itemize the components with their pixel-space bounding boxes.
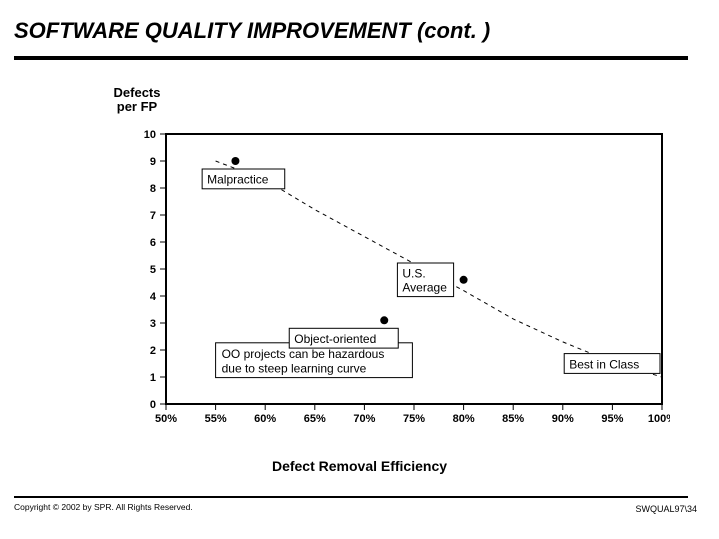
x-tick-label: 90% (552, 413, 574, 425)
x-tick-label: 75% (403, 413, 425, 425)
y-tick-label: 7 (150, 210, 156, 222)
y-tick-label: 3 (150, 318, 156, 330)
data-point (380, 316, 388, 324)
x-tick-label: 95% (601, 413, 623, 425)
point-label: Best in Class (569, 357, 639, 371)
point-label: U.S. (402, 267, 425, 281)
data-point (231, 157, 239, 165)
y-tick-label: 6 (150, 237, 156, 249)
point-label: Object-oriented (294, 332, 376, 346)
y-tick-label: 5 (150, 264, 156, 276)
note-text: OO projects can be hazardous (222, 347, 385, 361)
title-rule (14, 56, 688, 60)
x-tick-label: 70% (353, 413, 375, 425)
y-tick-label: 0 (150, 399, 156, 411)
x-axis-label: Defect Removal Efficiency (0, 458, 719, 474)
x-tick-label: 65% (304, 413, 326, 425)
x-tick-label: 100% (648, 413, 670, 425)
x-tick-label: 55% (205, 413, 227, 425)
x-tick-label: 60% (254, 413, 276, 425)
page-title: SOFTWARE QUALITY IMPROVEMENT (cont. ) (14, 18, 490, 44)
y-tick-label: 1 (150, 372, 156, 384)
y-tick-label: 9 (150, 156, 156, 168)
data-point (460, 276, 468, 284)
x-tick-label: 80% (453, 413, 475, 425)
y-tick-label: 10 (144, 130, 156, 141)
y-tick-label: 4 (150, 291, 157, 303)
defects-chart: 0 1 2 3 4 5 6 7 8 9 10 50% 55% 60% 65% 70% 75% 80% 85% 90% 9… (132, 130, 670, 430)
slide-page: SOFTWARE QUALITY IMPROVEMENT (cont. ) De… (0, 0, 719, 539)
y-tick-label: 2 (150, 345, 156, 357)
point-label: Malpractice (207, 173, 269, 187)
footer-rule (14, 496, 688, 498)
y-axis-label: Defectsper FP (102, 86, 172, 115)
copyright-text: Copyright © 2002 by SPR. All Rights Rese… (14, 502, 193, 512)
note-text: due to steep learning curve (222, 361, 367, 375)
doc-id: SWQUAL97\34 (635, 504, 697, 514)
point-label: Average (402, 281, 447, 295)
x-tick-label: 50% (155, 413, 177, 425)
x-tick-label: 85% (502, 413, 524, 425)
y-tick-label: 8 (150, 183, 156, 195)
